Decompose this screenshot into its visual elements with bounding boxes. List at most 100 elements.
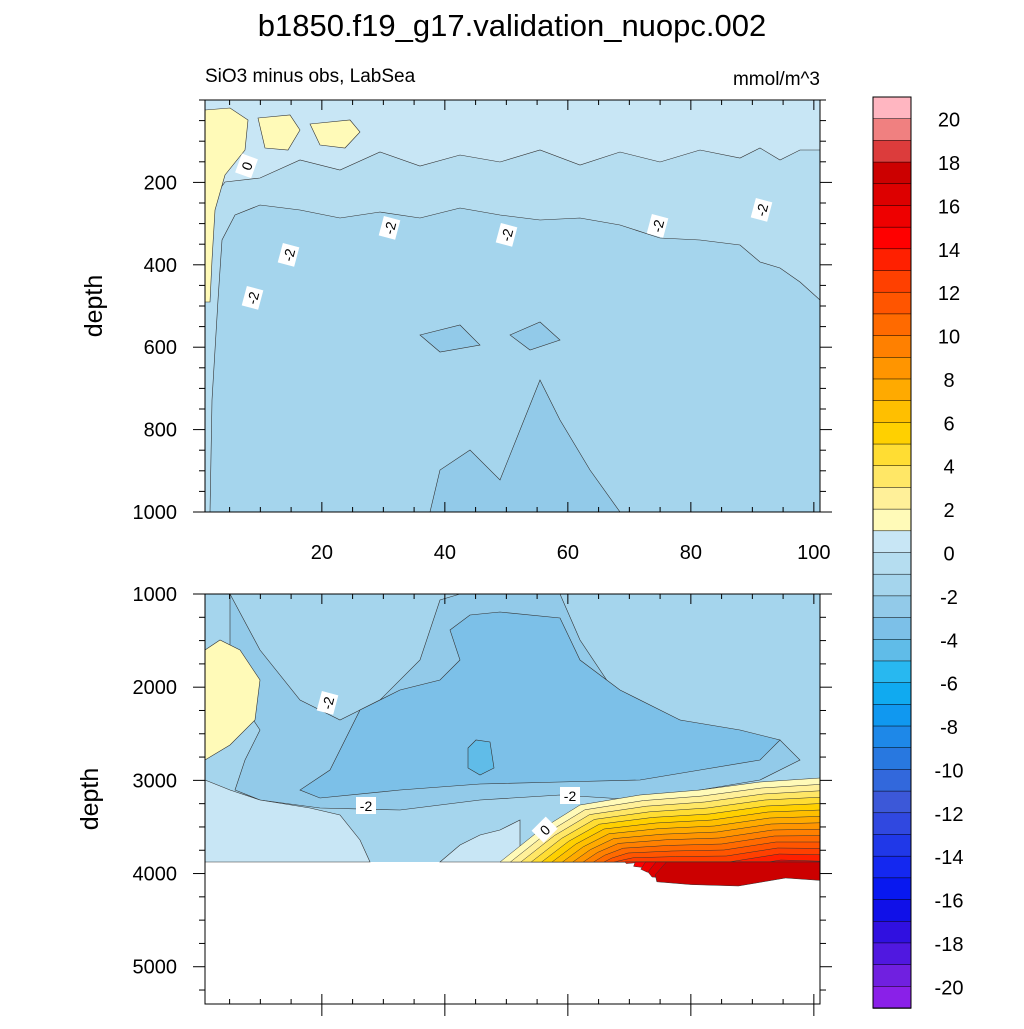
upper-band-shallow (204, 99, 821, 211)
upper-contour-label: -2 (241, 286, 264, 310)
contour-label-text: -2 (244, 290, 263, 306)
colorbar-tick-label: 0 (943, 544, 954, 566)
colorbar-swatch (872, 270, 912, 293)
upper-contour-label: -2 (495, 223, 518, 247)
contour-label-text: -2 (280, 247, 299, 263)
upper-band-deeper-left (419, 324, 481, 353)
upper-panel: 0 -2 -2 -2 -2 -2 -2 20 40 60 80 100 200 400 600 800 10… (80, 99, 832, 564)
colorbar-swatch (872, 443, 912, 467)
colorbar-tick-label: -20 (935, 977, 964, 999)
colorbar-swatch (872, 725, 912, 749)
colorbar-tick-label: 10 (938, 327, 960, 349)
lower-y-tick-label: 4000 (133, 864, 178, 886)
contour-label-bg (356, 797, 376, 814)
lower-panel: -2 -2 -2 0 1000 2000 3000 4000 5000 depth (76, 584, 832, 1016)
colorbar-swatch (872, 118, 912, 142)
lower-band-positive-left (204, 639, 261, 761)
colorbar-tick-label: -4 (940, 630, 958, 652)
contour-label-text: -2 (319, 695, 338, 711)
lower-band-light (204, 779, 371, 863)
contour-label-bg (378, 216, 401, 240)
upper-band-deep (209, 204, 821, 513)
colorbar-swatch (872, 660, 912, 684)
upper-y-axis-label: depth (80, 275, 108, 338)
lower-y-axis-label: depth (76, 768, 104, 831)
colorbar-swatch (872, 855, 912, 879)
colorbar-swatch (872, 530, 912, 554)
lower-contour-labels: -2 -2 -2 0 (316, 691, 580, 843)
contour-label-text: -2 (360, 798, 373, 814)
upper-contour-labels: 0 -2 -2 -2 -2 -2 -2 (235, 153, 773, 310)
contour-label-bg (277, 243, 300, 267)
lower-warm-bands (499, 777, 821, 887)
colorbar-swatch (872, 704, 912, 727)
upper-band-deeper-right (509, 321, 561, 351)
colorbar-tick-label: 20 (938, 110, 960, 132)
colorbar-swatch (872, 812, 912, 836)
contour-label-text: -2 (381, 220, 400, 236)
upper-contour-label: -2 (378, 216, 401, 240)
colorbar-swatch (872, 747, 912, 771)
colorbar-swatch (872, 313, 912, 337)
colorbar-swatch (872, 96, 912, 120)
colorbar: 20181614121086420-2-4-6-8-10-12-14-16-18… (872, 96, 964, 1009)
colorbar-swatch (872, 595, 912, 619)
colorbar-tick-label: 8 (943, 370, 954, 392)
colorbar-tick-label: 14 (938, 240, 960, 262)
colorbar-swatch (872, 769, 912, 792)
contour-label-bg (646, 214, 669, 238)
colorbar-tick-label: -18 (935, 934, 964, 956)
colorbar-swatch (872, 465, 912, 489)
lower-y-tick-label: 3000 (133, 770, 178, 792)
chart-title: b1850.f19_g17.validation_nuopc.002 (258, 8, 767, 43)
lower-contour-label: 0 (531, 816, 558, 843)
colorbar-swatch (872, 920, 912, 944)
colorbar-tick-label: -6 (940, 674, 958, 696)
lower-panel-frame (204, 593, 821, 1005)
colorbar-swatch (872, 790, 912, 814)
lower-y-tick-label: 1000 (133, 584, 178, 606)
colorbar-swatch (872, 378, 912, 402)
colorbar-swatch (872, 552, 912, 575)
colorbar-swatch (872, 986, 912, 1009)
colorbar-swatch (872, 877, 912, 901)
lower-y-tick-label: 2000 (133, 677, 178, 699)
lower-x-axis (229, 594, 815, 1016)
upper-x-tick-label: 80 (680, 542, 702, 564)
upper-y-tick-label: 1000 (133, 502, 178, 524)
contour-label-bg (241, 286, 264, 310)
upper-y-tick-label: 600 (144, 337, 177, 359)
upper-contour-label: 0 (235, 153, 258, 179)
lower-contour-label: -2 (560, 787, 580, 804)
lower-y-axis: 1000 2000 3000 4000 5000 (133, 584, 832, 991)
upper-x-tick-label: 100 (797, 542, 830, 564)
upper-contour-label: -2 (277, 243, 300, 267)
colorbar-frame (872, 96, 912, 1009)
upper-band-positive-patch-1 (257, 114, 301, 151)
colorbar-tick-label: -16 (935, 891, 964, 913)
colorbar-swatch (872, 161, 912, 185)
colorbar-tick-label: -8 (940, 717, 958, 739)
contour-label-bg (531, 816, 558, 843)
contour-label-bg (316, 691, 339, 715)
colorbar-swatch (872, 422, 912, 445)
upper-y-tick-label: 200 (144, 172, 177, 194)
contour-label-bg (495, 223, 518, 247)
upper-band-positive-left (204, 107, 249, 303)
colorbar-tick-label: -14 (935, 847, 964, 869)
colorbar-swatch (872, 899, 912, 922)
colorbar-tick-label: 16 (938, 196, 960, 218)
colorbar-swatch (872, 964, 912, 988)
upper-x-axis: 20 40 60 80 100 (229, 100, 831, 564)
upper-y-axis: 200 400 600 800 1000 (133, 99, 832, 524)
colorbar-swatch (872, 508, 912, 532)
contour-label-text: -2 (498, 227, 517, 243)
contour-label-bg (560, 787, 580, 804)
upper-y-tick-label: 400 (144, 255, 177, 277)
colorbar-tick-label: 12 (938, 283, 960, 305)
upper-x-tick-label: 20 (311, 542, 333, 564)
upper-x-tick-label: 40 (434, 542, 456, 564)
colorbar-swatch (872, 682, 912, 706)
colorbar-swatch (872, 248, 912, 272)
